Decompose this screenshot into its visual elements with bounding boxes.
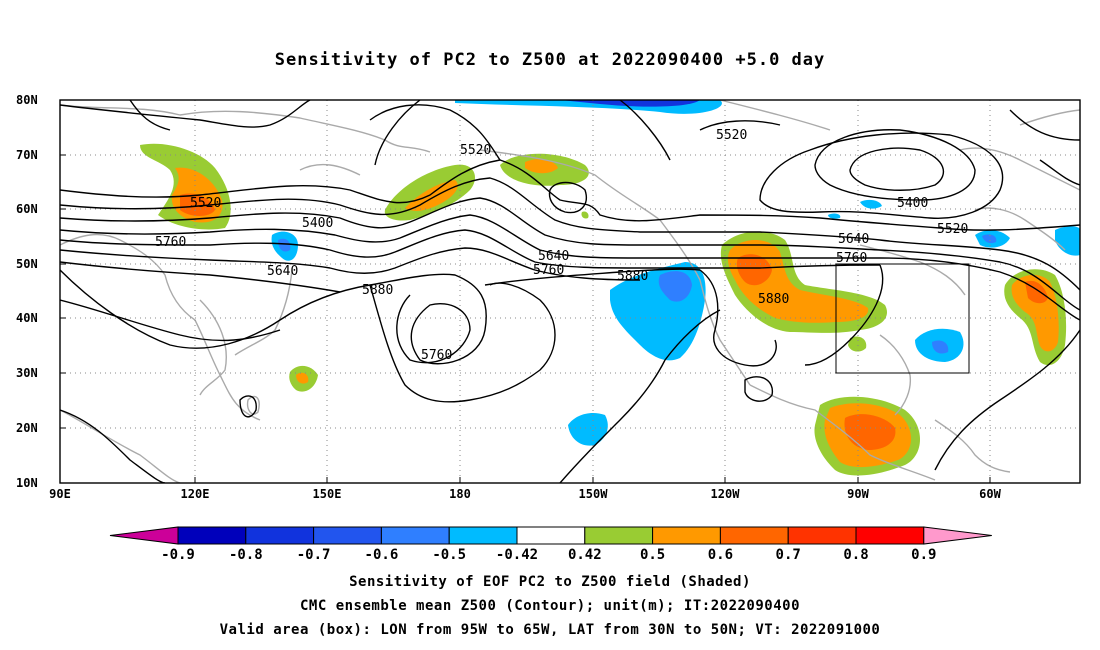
caption-line-3: Valid area (box): LON from 95W to 65W, L…: [219, 622, 881, 638]
lon-label: 60W: [979, 487, 1001, 501]
colorbar-segment: [448, 526, 518, 545]
contour-label: 5520: [716, 128, 747, 143]
negative-blob-small: [828, 213, 841, 219]
colorbar-label: -0.9: [161, 547, 195, 563]
colorbar-label: -0.42: [496, 547, 538, 563]
contour-label: 5520: [937, 222, 968, 237]
colorbar-label: 0.7: [776, 547, 801, 563]
lat-label: 80N: [16, 93, 38, 107]
tick-marks: [60, 99, 991, 484]
lon-label: 150E: [313, 487, 342, 501]
negative-blob-japan-core: [278, 238, 291, 252]
contour-label: 5760: [155, 235, 186, 250]
colorbar-segment: [516, 526, 586, 545]
colorbar-label: 0.8: [843, 547, 868, 563]
negative-blob-atlantic-core: [932, 340, 949, 354]
caption-line-1: Sensitivity of EOF PC2 to Z500 field (Sh…: [349, 574, 751, 590]
positive-blob-gulf: [581, 211, 589, 219]
lon-label: 120E: [181, 487, 210, 501]
lat-label: 20N: [16, 421, 38, 435]
contour-label: 5760: [533, 263, 564, 278]
colorbar-label: -0.7: [297, 547, 331, 563]
negative-blob-eastpac-core: [658, 271, 692, 302]
colorbar-segment: [380, 526, 450, 545]
contour-label: 5520: [190, 196, 221, 211]
negative-blob-arctic-core: [560, 100, 700, 107]
colorbar-segment: [177, 526, 247, 545]
colorbar-label: -0.5: [432, 547, 466, 563]
positive-blob-west-atlantic-core: [1011, 274, 1059, 352]
lon-label: 180: [449, 487, 471, 501]
positive-blob-alaska-core: [525, 159, 558, 174]
positive-blob-asia-inner: [180, 193, 215, 216]
colorbar-label: 0.42: [568, 547, 602, 563]
contour-label: 5880: [362, 283, 393, 298]
colorbar-label: -0.6: [365, 547, 399, 563]
contour-label: 5880: [617, 269, 648, 284]
lat-label: 10N: [16, 476, 38, 490]
lat-label: 70N: [16, 148, 38, 162]
lat-label: 30N: [16, 366, 38, 380]
colorbar-segment: [313, 526, 382, 545]
positive-blob-kamchatka-core: [405, 180, 458, 211]
negative-blob-mid: [860, 199, 882, 209]
contour-label: 5760: [836, 251, 867, 266]
longitude-labels: 90E 120E 150E 180 150W 120W 90W 60W: [49, 487, 1001, 501]
contour-label: 5400: [897, 196, 928, 211]
lon-label: 150W: [579, 487, 609, 501]
contour-label: 5880: [758, 292, 789, 307]
colorbar-segment: [652, 526, 721, 545]
caption-line-2: CMC ensemble mean Z500 (Contour); unit(m…: [299, 598, 800, 614]
positive-blob-taiwan-core: [296, 372, 309, 384]
colorbar-segment: [855, 526, 925, 545]
negative-blob-east: [1055, 226, 1080, 256]
positive-blob-southeast: [848, 336, 867, 352]
contour-label: 5640: [538, 249, 569, 264]
negative-blob-hawaii: [568, 413, 608, 446]
colorbar-segment: [245, 526, 315, 545]
contour-label: 5400: [302, 216, 333, 231]
colorbar-label: 0.9: [911, 547, 936, 563]
colorbar-label: 0.6: [708, 547, 733, 563]
latitude-labels: 80N 70N 60N 50N 40N 30N 20N 10N: [16, 93, 38, 490]
lat-label: 40N: [16, 311, 38, 325]
colorbar-segment: [584, 526, 654, 545]
lon-label: 90W: [847, 487, 869, 501]
contour-label: 5520: [460, 143, 491, 158]
negative-blob-newfoundland-core: [982, 234, 997, 244]
lon-label: 120W: [711, 487, 741, 501]
colorbar-arrow-right: [923, 526, 992, 545]
lat-label: 50N: [16, 257, 38, 271]
positive-blob-north-america-inner: [736, 254, 772, 286]
valid-area-box: [835, 263, 970, 374]
map-frame: [59, 99, 1081, 484]
colorbar-arrow-left: [109, 526, 179, 545]
positive-blob-caribbean-inner: [844, 414, 896, 450]
contour-labels: 5520 5400 5520 5520 5760 5640 5400 5880 …: [155, 128, 968, 363]
lon-label: 90E: [49, 487, 71, 501]
contour-label: 5760: [421, 348, 452, 363]
colorbar-label: -0.8: [229, 547, 263, 563]
colorbar-segment: [787, 526, 857, 545]
colorbar-segment: [719, 526, 789, 545]
colorbar-label: 0.5: [640, 547, 665, 563]
contour-label: 5640: [838, 232, 869, 247]
map-title: Sensitivity of PC2 to Z500 at 2022090400…: [274, 50, 826, 70]
colorbar: -0.9 -0.8 -0.7 -0.6 -0.5 -0.42 0.42 0.5 0.6 0.7 0.…: [109, 526, 992, 563]
contour-label: 5640: [267, 264, 298, 279]
lat-label: 60N: [16, 202, 38, 216]
coastlines: [60, 100, 1080, 483]
z500-contours: [60, 100, 1080, 483]
shaded-sensitivity-field: [140, 100, 1080, 476]
